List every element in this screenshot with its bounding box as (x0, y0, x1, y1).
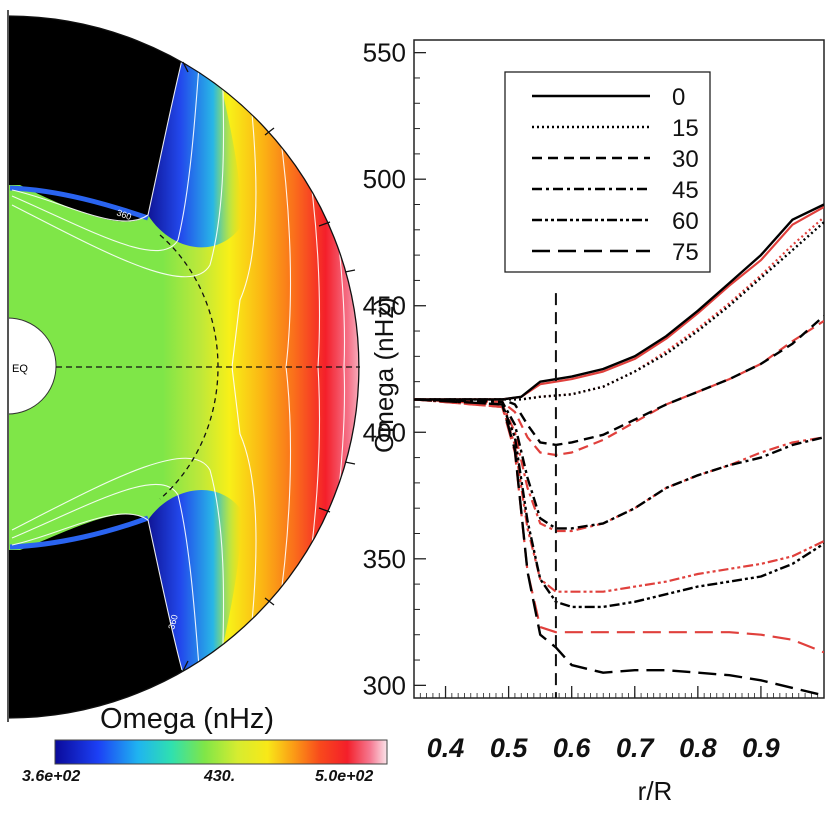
legend-label-15: 15 (672, 115, 699, 142)
y-axis-label: Omega (nHz) (369, 297, 399, 453)
core-region (7, 317, 57, 415)
colorbar (54, 739, 388, 765)
x-ticks: 0.4 0.5 0.6 0.7 0.8 0.9 (419, 686, 819, 763)
south-blue-band (148, 490, 241, 700)
colorbar-max-label: 5.0e+02 (315, 768, 373, 785)
series-30-line (414, 315, 824, 447)
x-tick-label: 0.5 (490, 733, 529, 763)
x-tick-label: 0.8 (679, 733, 717, 763)
colorbar-mid-label: 430. (203, 768, 235, 785)
rim-ticks (182, 61, 356, 672)
equator-label: EQ (12, 363, 28, 375)
contour-label-south: 360 (166, 613, 180, 630)
north-polar-cap (8, 16, 190, 222)
legend-box (504, 71, 711, 273)
legend-label-0: 0 (672, 84, 685, 111)
series-30-red-line (414, 319, 824, 457)
y-tick-label: 400 (363, 417, 406, 447)
x-tick-label: 0.4 (427, 733, 465, 763)
line-chart: 0.4 0.5 0.6 0.7 0.8 0.9 300 350 400 450 500 550 0 1… (363, 38, 825, 806)
y-tick-label: 450 (363, 291, 406, 321)
series-75-red-line (414, 398, 824, 654)
x-tick-label: 0.9 (742, 733, 780, 763)
contour-label-north: 360 (115, 207, 133, 222)
legend-label-30: 30 (672, 146, 699, 173)
south-polar-cap (8, 514, 190, 718)
legend: 0 15 30 45 60 75 (504, 71, 711, 273)
x-tick-label: 0.6 (553, 733, 592, 763)
x-tick-label: 0.7 (616, 733, 656, 763)
y-tick-label: 350 (363, 544, 406, 574)
series-60-line (414, 398, 824, 609)
x-axis-label: r/R (638, 776, 673, 806)
north-blue-band (148, 40, 241, 248)
y-tick-label: 500 (363, 164, 406, 194)
y-ticks: 300 350 400 450 500 550 (363, 38, 426, 700)
series-0-line (414, 203, 824, 401)
series-lines (414, 203, 824, 697)
series-45-line (414, 398, 824, 530)
legend-label-60: 60 (672, 208, 699, 235)
series-15-line (414, 221, 824, 401)
legend-label-75: 75 (672, 239, 699, 266)
legend-label-45: 45 (672, 177, 699, 204)
y-tick-label: 550 (363, 38, 406, 68)
colorbar-min-label: 3.6e+02 (22, 768, 80, 785)
meridional-plot: EQ 360 360 Omega (nHz) 3.6e+02 430. 5.0e… (7, 10, 388, 785)
colorbar-title: Omega (nHz) (100, 703, 274, 735)
north-thin-band (9, 185, 149, 221)
south-thin-band (9, 515, 149, 550)
y-tick-label: 300 (363, 670, 406, 700)
series-75-line (414, 398, 824, 697)
